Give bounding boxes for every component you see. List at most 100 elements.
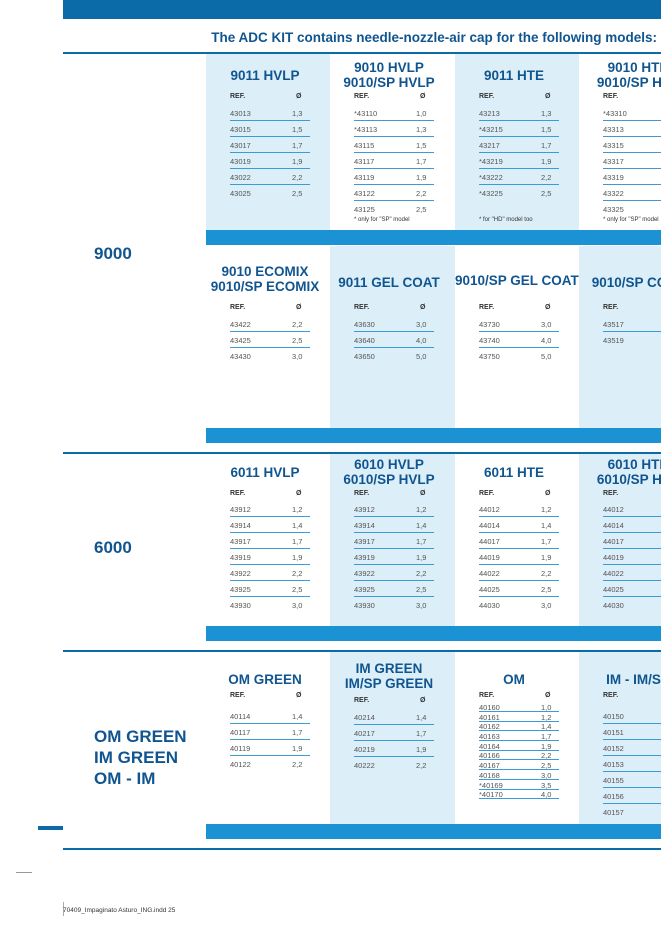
diameter-header: Ø xyxy=(545,490,551,497)
table-row: 44017 1,7 xyxy=(479,534,559,550)
model-title: OM GREEN xyxy=(228,672,302,687)
row-underline xyxy=(354,516,434,517)
row-underline xyxy=(603,532,661,533)
ref-code: 43025 xyxy=(230,189,251,198)
diameter-value: 1,5 xyxy=(292,125,303,134)
table-row: 43217 1,7 xyxy=(479,138,559,154)
diameter-value: 2,2 xyxy=(292,320,303,329)
ref-code: 43750 xyxy=(479,352,500,361)
table-row: 40117 1,7 xyxy=(230,725,310,741)
ref-code: 44022 xyxy=(479,569,500,578)
ref-code: 43017 xyxy=(230,141,251,150)
ref-code: 43650 xyxy=(354,352,375,361)
table-row: 43519 xyxy=(603,333,661,349)
ref-code: *43219 xyxy=(479,157,503,166)
ref-code: 43019 xyxy=(230,157,251,166)
table-row: 44030 xyxy=(603,598,661,614)
table-row: 43912 1,2 xyxy=(354,502,434,518)
diameter-header: Ø xyxy=(296,304,302,311)
model-title: 6011 HVLP xyxy=(230,465,300,480)
model-title: 6010 HVLP 6010/SP HVLP xyxy=(343,457,435,487)
diameter-value: 1,9 xyxy=(416,745,427,754)
row-underline xyxy=(354,136,434,137)
table-row: 43750 5,0 xyxy=(479,349,559,365)
table-row: 43917 1,7 xyxy=(354,534,434,550)
row-underline xyxy=(230,596,310,597)
table-row: 43125 2,5 xyxy=(354,202,434,218)
diameter-value: 1,0 xyxy=(416,109,427,118)
diameter-value: 2,5 xyxy=(541,761,552,771)
footnote: * for "HD" model too xyxy=(479,217,533,223)
ref-code: 43517 xyxy=(603,320,624,329)
row-underline xyxy=(479,347,559,348)
diameter-value: 1,9 xyxy=(292,157,303,166)
column-shade xyxy=(579,652,661,824)
row-underline xyxy=(354,596,434,597)
model-title: 9010 HTE 9010/SP HTE xyxy=(596,60,661,90)
table-row: 43919 1,9 xyxy=(230,550,310,566)
diameter-value: 3,0 xyxy=(541,320,552,329)
ref-code: 43022 xyxy=(230,173,251,182)
section-divider-6000 xyxy=(63,452,661,454)
section-strip xyxy=(206,824,661,839)
row-underline xyxy=(230,347,310,348)
column-shade xyxy=(330,652,455,824)
table-row: 40219 1,9 xyxy=(354,742,434,758)
table-row: 44012 1,2 xyxy=(479,502,559,518)
column-shade xyxy=(579,454,661,626)
row-underline xyxy=(230,755,310,756)
diameter-value: 3,0 xyxy=(416,601,427,610)
ref-list: 43912 1,2 43914 1,4 43917 1,7 43919 1,9 43922 2,2… xyxy=(230,502,310,614)
ref-code: 43519 xyxy=(603,336,624,345)
diameter-value: 3,0 xyxy=(541,770,552,780)
row-underline xyxy=(354,120,434,121)
column-shade xyxy=(330,246,455,428)
ref-code: *43215 xyxy=(479,125,503,134)
diameter-value: 1,9 xyxy=(541,157,552,166)
table-row: 43317 xyxy=(603,154,661,170)
ref-code: 40155 xyxy=(603,776,624,785)
table-row: 43213 1,3 xyxy=(479,106,559,122)
ref-list: 43213 1,3 *43215 1,5 43217 1,7 *43219 1,9 *43222… xyxy=(479,106,559,202)
row-underline xyxy=(603,580,661,581)
ref-code: 40162 xyxy=(479,722,500,732)
table-row: 40151 xyxy=(603,725,661,741)
diameter-value: 1,7 xyxy=(541,732,552,742)
ref-code: 43015 xyxy=(230,125,251,134)
table-row: 43019 1,9 xyxy=(230,154,310,170)
row-underline xyxy=(479,564,559,565)
diameter-value: 1,7 xyxy=(416,537,427,546)
row-underline xyxy=(354,580,434,581)
row-underline xyxy=(479,769,559,771)
table-row: 43650 5,0 xyxy=(354,349,434,365)
diameter-value: 1,3 xyxy=(541,109,552,118)
ref-code: 43425 xyxy=(230,336,251,345)
diameter-value: 2,2 xyxy=(292,569,303,578)
diameter-value: 5,0 xyxy=(541,352,552,361)
ref-code: 43919 xyxy=(230,553,251,562)
ref-code: 43125 xyxy=(354,205,375,214)
ref-header: REF. xyxy=(230,93,246,100)
row-underline xyxy=(479,798,559,800)
ref-code: 40161 xyxy=(479,712,500,722)
diameter-value: 2,2 xyxy=(541,751,552,761)
row-underline xyxy=(603,803,661,804)
table-row: 43730 3,0 xyxy=(479,317,559,333)
row-underline xyxy=(479,168,559,169)
row-underline xyxy=(230,532,310,533)
column-shade xyxy=(579,246,661,428)
table-row: 40217 1,7 xyxy=(354,726,434,742)
table-row: 40162 1,4 xyxy=(479,722,559,732)
diameter-value: 2,5 xyxy=(416,585,427,594)
diameter-value: 2,2 xyxy=(292,173,303,182)
table-row: 40119 1,9 xyxy=(230,741,310,757)
row-underline xyxy=(230,168,310,169)
table-row: 43119 1,9 xyxy=(354,170,434,186)
ref-code: 43917 xyxy=(354,537,375,546)
diameter-value: 2,5 xyxy=(292,585,303,594)
table-row: *43215 1,5 xyxy=(479,122,559,138)
ref-code: 44012 xyxy=(479,505,500,514)
row-underline xyxy=(479,596,559,597)
model-title: 9011 HVLP xyxy=(230,68,300,83)
table-row: 43925 2,5 xyxy=(230,582,310,598)
